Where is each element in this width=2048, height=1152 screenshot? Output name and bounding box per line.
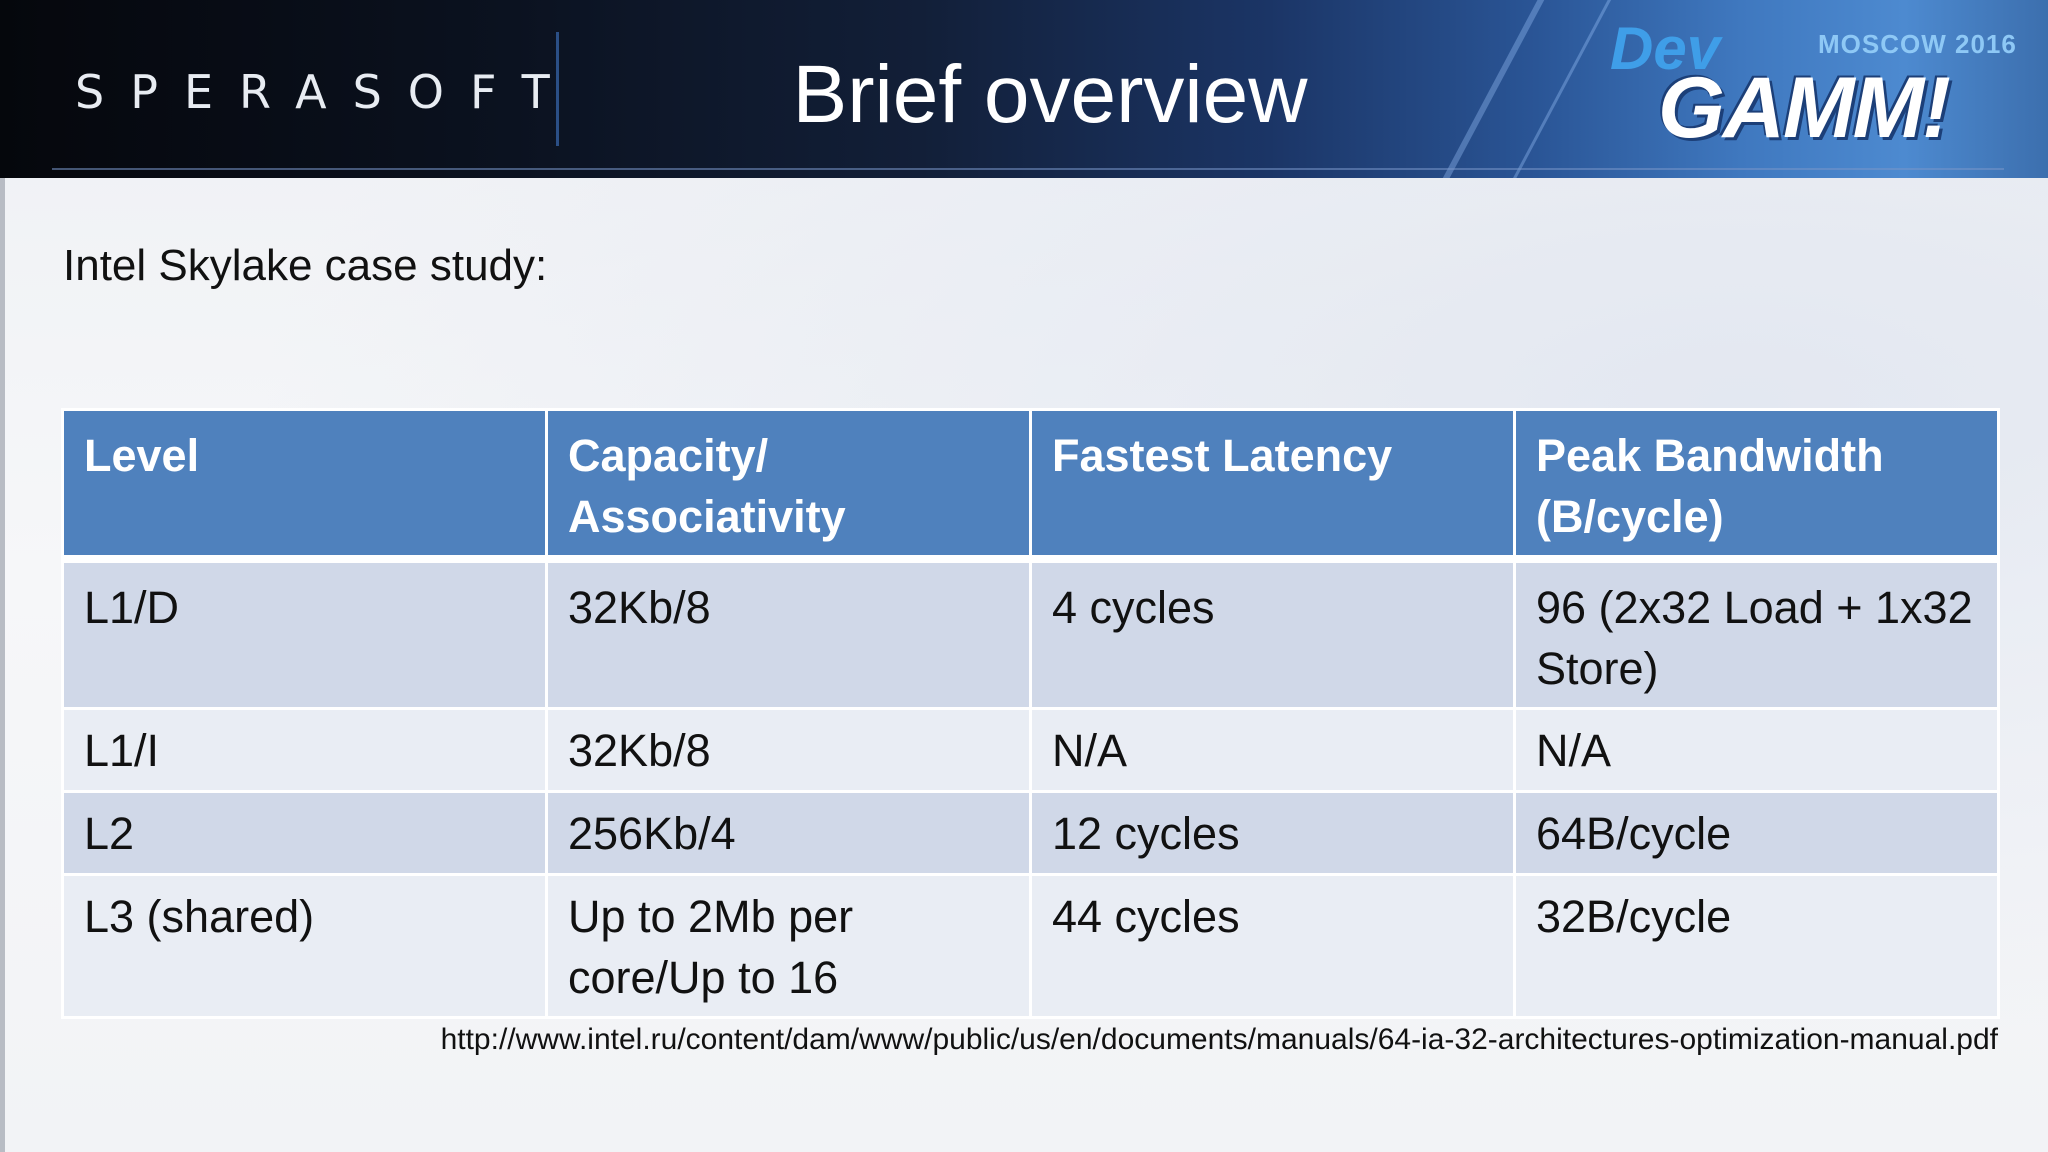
header-divider xyxy=(52,168,2004,170)
table-cell: L1/I xyxy=(61,707,548,793)
table-cell: 32B/cycle xyxy=(1513,873,2000,1019)
table-cell: 44 cycles xyxy=(1029,873,1516,1019)
cache-table: Level Capacity/ Associativity Fastest La… xyxy=(61,408,2000,1019)
event-logo: Dev MOSCOW 2016 GAMM! xyxy=(1606,14,2026,156)
table-cell: 96 (2x32 Load + 1x32 Store) xyxy=(1513,557,2000,710)
slide-title: Brief overview xyxy=(792,49,1308,140)
event-logo-gamm: GAMM! xyxy=(1658,60,1951,156)
header-banner: SPERASOFT Brief overview Dev MOSCOW 2016… xyxy=(0,0,2048,178)
table-cell: 4 cycles xyxy=(1029,557,1516,710)
table-cell: L1/D xyxy=(61,557,548,710)
logo-separator xyxy=(556,32,559,146)
table-row: L3 (shared) Up to 2Mb per core/Up to 16 … xyxy=(61,873,2000,1019)
company-logo: SPERASOFT xyxy=(75,65,576,119)
slide-edge xyxy=(0,178,5,1152)
slide-subtitle: Intel Skylake case study: xyxy=(63,241,548,290)
event-logo-moscow: MOSCOW 2016 xyxy=(1818,29,2017,59)
table-cell: 256Kb/4 xyxy=(545,790,1032,876)
column-header: Fastest Latency xyxy=(1029,408,1516,561)
table-cell: 64B/cycle xyxy=(1513,790,2000,876)
source-link[interactable]: http://www.intel.ru/content/dam/www/publ… xyxy=(440,1023,1998,1056)
table-cell: 12 cycles xyxy=(1029,790,1516,876)
table-cell: L2 xyxy=(61,790,548,876)
table-cell: L3 (shared) xyxy=(61,873,548,1019)
table-cell: Up to 2Mb per core/Up to 16 xyxy=(545,873,1032,1019)
banner-streak xyxy=(1429,0,1557,178)
table-cell: 32Kb/8 xyxy=(545,557,1032,710)
table-cell: N/A xyxy=(1029,707,1516,793)
column-header: Peak Bandwidth (B/cycle) xyxy=(1513,408,2000,561)
table-cell: N/A xyxy=(1513,707,2000,793)
table-header-row: Level Capacity/ Associativity Fastest La… xyxy=(61,408,2000,561)
table-row: L1/I 32Kb/8 N/A N/A xyxy=(61,707,2000,793)
column-header: Level xyxy=(61,408,548,561)
event-logo-dev: Dev xyxy=(1610,15,1721,82)
table-row: L2 256Kb/4 12 cycles 64B/cycle xyxy=(61,790,2000,876)
table-row: L1/D 32Kb/8 4 cycles 96 (2x32 Load + 1x3… xyxy=(61,557,2000,710)
column-header: Capacity/ Associativity xyxy=(545,408,1032,561)
table-cell: 32Kb/8 xyxy=(545,707,1032,793)
